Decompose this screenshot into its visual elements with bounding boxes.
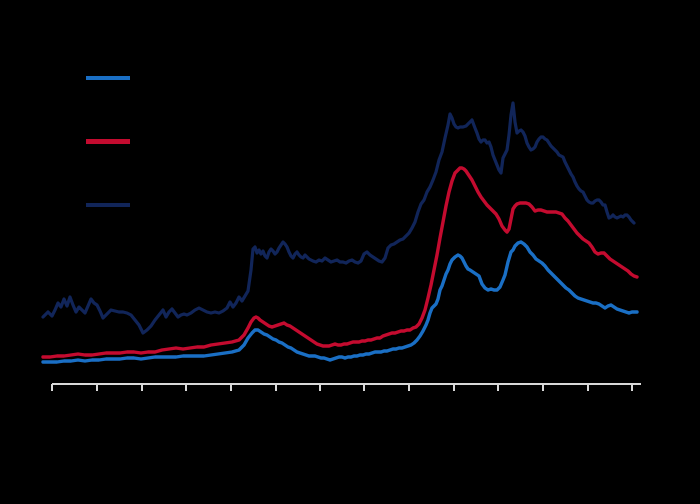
legend-swatch-series-blue [86,76,130,80]
series-line-blue [41,240,639,364]
series-line-red [41,166,639,359]
legend-swatch-series-navy [86,203,130,207]
series-line-navy [41,101,636,335]
legend-swatch-series-red [86,139,130,144]
